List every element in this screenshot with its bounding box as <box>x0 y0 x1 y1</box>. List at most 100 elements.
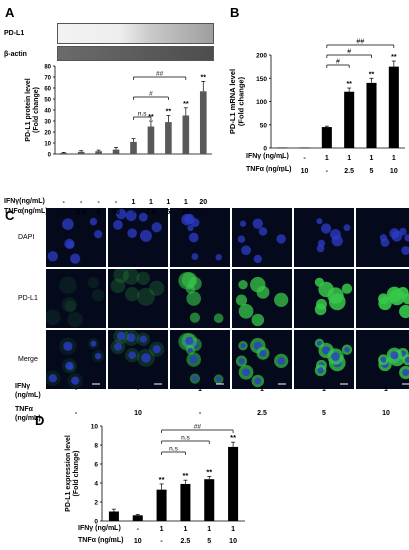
nucleus <box>252 218 263 229</box>
nucleus <box>48 374 57 383</box>
panel-c-ifny-label: IFNγ (ng/mL) <box>15 383 41 399</box>
bar <box>199 91 207 154</box>
nucleus <box>316 340 322 346</box>
pdl1-signal <box>213 313 224 324</box>
panel-c-tnfa-label: TNFα (ng/mL) <box>15 406 41 422</box>
bar <box>277 147 288 149</box>
chart-a-tnfa-value: 5 <box>166 209 171 216</box>
y-tick-label: 100 <box>256 99 267 106</box>
row-label-merge: Merge <box>18 356 38 363</box>
y-axis-label: PD-L1 expression level(Fold change) <box>65 435 80 512</box>
chart-d-tnfa-value: - <box>160 538 163 545</box>
nucleus <box>189 355 198 364</box>
chart-a-ifny-value: - <box>62 199 65 206</box>
pdl1-signal <box>46 309 61 326</box>
bar <box>108 511 119 521</box>
nucleus <box>316 218 323 225</box>
chart-b-ifny-value: 1 <box>324 155 329 162</box>
chart-d-ifny-value: 1 <box>159 526 164 533</box>
significance-stars: ** <box>166 109 172 116</box>
nucleus <box>126 333 136 343</box>
y-tick-label: 4 <box>94 481 98 488</box>
significance-stars: ** <box>182 471 188 480</box>
significance-stars: ** <box>346 81 352 88</box>
chart-a-tnfa-value: 2.5 <box>76 209 87 216</box>
significance-stars: ** <box>183 101 189 108</box>
nucleus <box>151 222 162 233</box>
nucleus <box>241 245 251 256</box>
nucleus <box>253 254 262 264</box>
nucleus <box>47 251 59 262</box>
nucleus <box>94 230 103 239</box>
nucleus <box>191 253 199 260</box>
significance-stars: ** <box>230 433 236 442</box>
chart-d-tnfa-value: 5 <box>207 538 212 545</box>
chart-a-ifny-value: 1 <box>131 199 136 206</box>
nucleus <box>402 368 409 377</box>
nucleus <box>259 349 267 357</box>
micrograph-dapi-6 <box>356 208 409 267</box>
panel-c-tnfa-value: - <box>74 410 78 417</box>
y-tick-label: 70 <box>44 76 51 82</box>
bar <box>344 91 355 148</box>
panel-c-tnfa-value: 10 <box>382 410 390 417</box>
pdl1-signal <box>238 279 248 290</box>
bar <box>228 446 239 521</box>
nucleus <box>404 234 409 242</box>
panel-c-ifny-value: 1 <box>198 386 202 393</box>
nucleus <box>239 220 247 227</box>
nucleus <box>184 213 195 225</box>
bracket-label: n.s <box>169 446 178 453</box>
chart-a-tnfa-value: - <box>202 209 205 216</box>
panel-c-tnfa-value: 2.5 <box>257 410 267 417</box>
nucleus <box>71 376 80 385</box>
pdl1-signal <box>235 294 248 306</box>
nucleus <box>65 361 74 370</box>
nucleus <box>127 228 137 238</box>
chart-d-tnfa-value: 10 <box>229 538 237 545</box>
nucleus <box>192 375 198 382</box>
y-tick-label: 2 <box>94 500 98 507</box>
nucleus <box>115 208 127 220</box>
nucleus <box>343 224 351 232</box>
chart-d: 0 2 4 6 8 10 PD-L1 expression level(Fold chang… <box>65 424 245 526</box>
y-tick-label: 6 <box>94 462 98 469</box>
nucleus <box>242 368 251 377</box>
significance-stars: ** <box>159 475 165 484</box>
bar <box>132 515 143 521</box>
bar <box>60 152 68 154</box>
chart-b-tnfa-value: - <box>280 168 284 175</box>
chart-b-tnfa-label: TNFα (ng/mL) <box>246 166 292 173</box>
chart-d-ifny-value: - <box>136 526 139 533</box>
nucleus <box>116 331 126 341</box>
bracket-label: n.s <box>181 435 190 442</box>
pdl1-signal <box>386 286 403 302</box>
nucleus <box>238 358 245 365</box>
y-tick-label: 0 <box>263 146 267 153</box>
bracket-label: n.s <box>138 111 147 118</box>
bar <box>299 147 310 149</box>
nucleus <box>187 225 194 232</box>
nucleus <box>331 352 340 361</box>
chart-d-ifny-value: 1 <box>183 526 188 533</box>
significance-stars: ** <box>391 54 397 61</box>
chart-b-ifny-label: IFNγ (ng/mL) <box>246 153 289 160</box>
nucleus <box>114 342 122 351</box>
micrograph-dapi-1 <box>46 208 106 267</box>
pdl1-signal <box>87 277 100 289</box>
nucleus <box>276 234 286 244</box>
y-tick-label: 40 <box>44 109 51 115</box>
micrograph-pdl1-5 <box>294 269 354 328</box>
panel-c-ifny-value: 1 <box>322 386 326 393</box>
pdl1-signal <box>186 291 202 306</box>
nucleus <box>125 210 137 222</box>
nucleus <box>63 341 73 351</box>
nucleus <box>389 228 400 239</box>
chart-d-tnfa-value: 10 <box>133 538 142 545</box>
pdl1-signal <box>327 287 344 304</box>
pdl1-signal <box>64 300 77 312</box>
nucleus <box>316 244 325 253</box>
bar <box>112 149 120 154</box>
western-blot-pdl1 <box>57 23 214 44</box>
y-tick-label: 10 <box>44 142 51 148</box>
